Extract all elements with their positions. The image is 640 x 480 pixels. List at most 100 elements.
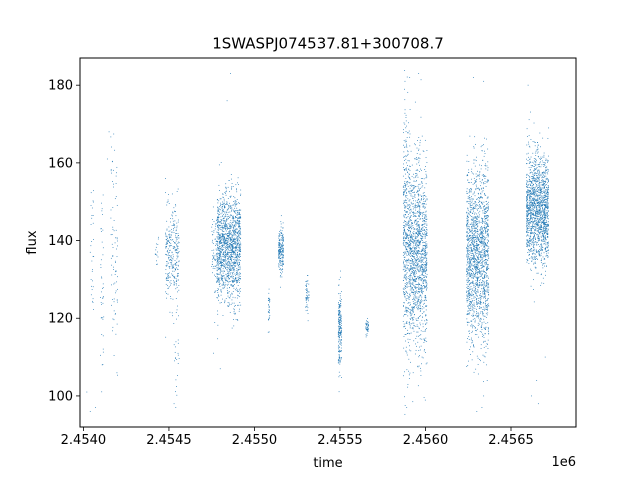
- data-point: [420, 295, 422, 297]
- data-point: [419, 316, 421, 317]
- data-point: [221, 227, 223, 228]
- data-point: [102, 288, 103, 289]
- data-point: [177, 305, 178, 307]
- data-point: [232, 230, 234, 232]
- data-point: [229, 250, 231, 251]
- data-point: [166, 265, 168, 267]
- data-point: [405, 155, 407, 157]
- data-point: [223, 203, 224, 205]
- data-point: [414, 272, 416, 274]
- data-point: [167, 199, 169, 201]
- data-point: [231, 236, 233, 238]
- data-point: [340, 332, 341, 334]
- data-point: [407, 229, 409, 230]
- data-point: [170, 218, 172, 219]
- data-point: [238, 220, 239, 222]
- data-point: [115, 292, 117, 294]
- data-point: [420, 288, 422, 290]
- data-point: [409, 206, 411, 208]
- data-point: [409, 240, 411, 242]
- data-point: [414, 228, 415, 230]
- data-point: [419, 233, 421, 235]
- data-point: [476, 260, 478, 262]
- data-point: [416, 302, 418, 303]
- data-point: [235, 184, 237, 186]
- data-point: [220, 262, 222, 263]
- data-point: [235, 217, 237, 218]
- data-point: [231, 222, 233, 224]
- data-point: [173, 228, 174, 229]
- data-point: [217, 262, 219, 263]
- data-point: [227, 228, 228, 230]
- data-point: [480, 281, 482, 283]
- data-point: [407, 151, 409, 153]
- data-point: [217, 292, 219, 293]
- data-point: [233, 218, 235, 219]
- data-point: [173, 270, 175, 272]
- data-point: [412, 261, 414, 262]
- data-point: [403, 252, 404, 253]
- data-point: [111, 299, 113, 300]
- data-point: [423, 307, 425, 309]
- data-point: [405, 314, 407, 315]
- data-point: [411, 195, 413, 197]
- data-point: [338, 334, 339, 336]
- data-point: [486, 267, 488, 268]
- data-point: [476, 243, 478, 244]
- data-point: [483, 242, 484, 244]
- data-point: [227, 273, 228, 274]
- data-point: [340, 351, 342, 353]
- data-point: [223, 236, 225, 237]
- data-point: [425, 314, 426, 316]
- data-point: [405, 233, 407, 235]
- data-point: [225, 191, 227, 193]
- data-point: [211, 266, 213, 267]
- data-point: [171, 225, 173, 226]
- data-point: [410, 312, 412, 314]
- data-point: [419, 213, 421, 215]
- data-point: [415, 286, 417, 288]
- data-point: [338, 310, 340, 311]
- data-point: [110, 170, 112, 172]
- data-point: [175, 237, 177, 239]
- data-point: [240, 234, 242, 236]
- data-point: [234, 238, 236, 240]
- data-point: [281, 239, 283, 241]
- data-point: [479, 188, 481, 190]
- data-point: [237, 279, 238, 281]
- data-point: [167, 287, 169, 289]
- data-point: [424, 286, 426, 287]
- data-point: [425, 275, 426, 277]
- data-point: [418, 187, 420, 189]
- data-point: [220, 276, 222, 278]
- data-point: [283, 239, 284, 241]
- data-point: [473, 192, 475, 194]
- data-point: [219, 282, 221, 284]
- data-point: [416, 268, 418, 270]
- data-point: [424, 139, 426, 141]
- data-point: [419, 242, 420, 243]
- data-point: [223, 238, 225, 240]
- data-point: [414, 240, 416, 241]
- data-point: [339, 312, 341, 313]
- data-point: [415, 228, 417, 230]
- data-point: [305, 306, 307, 307]
- data-point: [339, 326, 341, 328]
- data-point: [425, 219, 427, 221]
- data-point: [413, 322, 415, 324]
- data-point: [473, 294, 474, 295]
- data-point: [405, 178, 407, 179]
- data-point: [404, 205, 406, 207]
- data-point: [412, 280, 414, 282]
- data-point: [282, 246, 283, 247]
- data-point: [419, 315, 421, 317]
- data-point: [408, 240, 410, 241]
- data-point: [226, 263, 228, 264]
- data-point: [112, 318, 114, 320]
- data-point: [233, 269, 235, 270]
- data-point: [410, 247, 411, 249]
- data-point: [425, 177, 427, 179]
- data-point: [485, 305, 487, 307]
- data-point: [339, 321, 341, 323]
- data-point: [225, 248, 226, 250]
